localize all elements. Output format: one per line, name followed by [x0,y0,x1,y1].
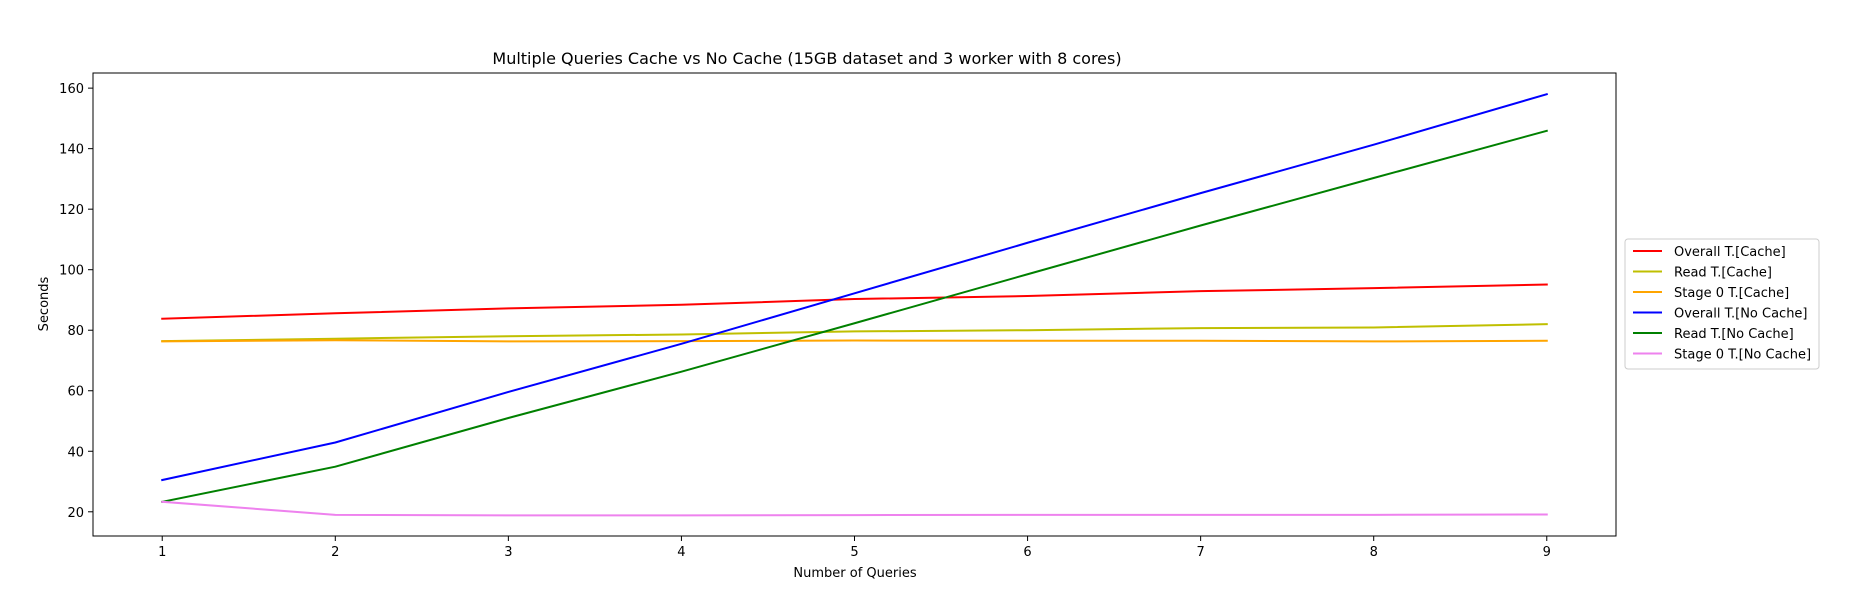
plot-area-frame [92,72,1617,537]
x-tick-label: 4 [677,545,685,560]
x-axis-label: Number of Queries [793,566,916,581]
x-tick-label: 8 [1370,545,1378,560]
series-line-stage-0-t-cache [161,339,1548,343]
x-tick-label: 2 [331,545,339,560]
series-line-overall-t-cache [161,283,1548,320]
x-tick-label: 3 [504,545,512,560]
y-tick-label: 40 [67,445,84,460]
legend-label: Read T.[Cache] [1674,266,1772,281]
y-tick-label: 20 [67,506,84,521]
legend-entry: Stage 0 T.[No Cache] [1633,348,1811,363]
legend-label: Overall T.[No Cache] [1674,307,1808,322]
x-tick-label: 6 [1023,545,1031,560]
series-line-read-t-cache [161,323,1548,343]
y-axis: 20 40 60 80 100 120 140 160 [59,82,93,521]
x-tick-label: 9 [1543,545,1551,560]
x-tick-label: 5 [850,545,858,560]
x-tick-label: 7 [1196,545,1204,560]
legend-label: Read T.[No Cache] [1674,327,1794,342]
y-tick-label: 100 [59,264,84,279]
x-tick-label: 1 [158,545,166,560]
x-axis: 1 2 3 4 5 6 7 8 9 [158,536,1551,560]
series-line-read-t-no-cache [161,129,1548,503]
legend-entries: Overall T.[Cache] Read T.[Cache] Stage 0 T… [1633,245,1811,363]
y-tick-label: 160 [59,82,84,97]
y-tick-label: 80 [67,324,84,339]
legend-box [1624,238,1820,370]
legend-label: Stage 0 T.[No Cache] [1674,348,1811,363]
series-line-overall-t-no-cache [161,92,1549,482]
legend-entry: Overall T.[No Cache] [1633,307,1808,322]
legend-entry: Read T.[Cache] [1633,266,1772,281]
legend-entry: Stage 0 T.[Cache] [1633,286,1789,301]
y-tick-label: 140 [59,143,84,158]
legend-entry: Read T.[No Cache] [1633,327,1794,342]
legend: Overall T.[Cache] Read T.[Cache] Stage 0 T… [1624,238,1820,370]
y-axis-label: Seconds [37,276,52,331]
y-tick-label: 120 [59,203,84,218]
series-line-stage-0-t-no-cache [161,500,1548,517]
legend-label: Stage 0 T.[Cache] [1674,286,1789,301]
y-tick-label: 60 [67,385,84,400]
plot-series [161,92,1549,517]
legend-label: Overall T.[Cache] [1674,245,1786,260]
legend-entry: Overall T.[Cache] [1633,245,1786,260]
chart-title: Multiple Queries Cache vs No Cache (15GB… [492,49,1121,68]
